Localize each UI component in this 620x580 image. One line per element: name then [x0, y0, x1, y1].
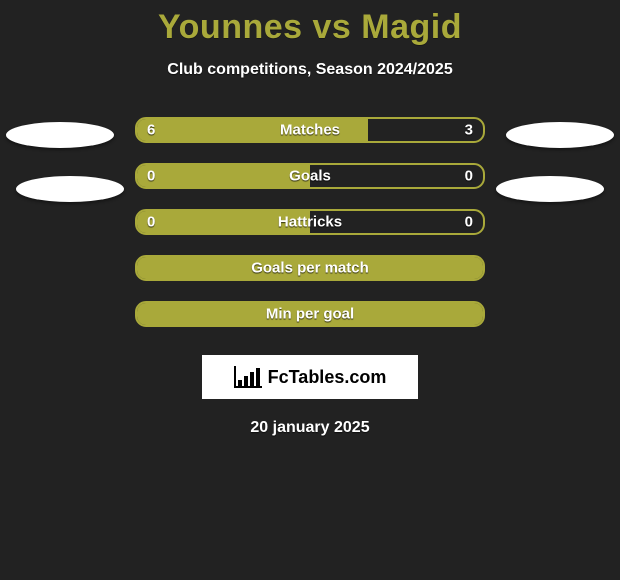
stat-row: 6 Matches 3	[0, 107, 620, 153]
stat-label: Goals	[289, 168, 331, 185]
snapshot-date: 20 january 2025	[0, 419, 620, 437]
attribution-logo: FcTables.com	[202, 355, 418, 399]
stat-value-right: 0	[465, 214, 473, 231]
stat-row: Min per goal	[0, 291, 620, 337]
stat-bar-left-fill	[137, 165, 310, 187]
stat-row: 0 Goals 0	[0, 153, 620, 199]
stat-label: Hattricks	[278, 214, 342, 231]
bar-chart-icon	[234, 366, 262, 388]
page-title: Younnes vs Magid	[0, 0, 620, 47]
stat-row: 0 Hattricks 0	[0, 199, 620, 245]
stat-value-left: 0	[147, 168, 155, 185]
stat-value-left: 0	[147, 214, 155, 231]
attribution-text: FcTables.com	[268, 367, 387, 388]
stat-value-left: 6	[147, 122, 155, 139]
page-subtitle: Club competitions, Season 2024/2025	[0, 61, 620, 79]
stat-label: Goals per match	[251, 260, 369, 277]
stat-bar: 6 Matches 3	[135, 117, 485, 143]
stat-bar: 0 Goals 0	[135, 163, 485, 189]
stat-bar-right-fill	[310, 165, 483, 187]
stats-comparison-card: Younnes vs Magid Club competitions, Seas…	[0, 0, 620, 580]
stat-value-right: 0	[465, 168, 473, 185]
stat-value-right: 3	[465, 122, 473, 139]
stat-rows: 6 Matches 3 0 Goals 0 0 Hattricks 0	[0, 107, 620, 337]
stat-label: Matches	[280, 122, 340, 139]
stat-row: Goals per match	[0, 245, 620, 291]
stat-bar: Goals per match	[135, 255, 485, 281]
stat-bar: 0 Hattricks 0	[135, 209, 485, 235]
stat-bar: Min per goal	[135, 301, 485, 327]
stat-label: Min per goal	[266, 306, 354, 323]
